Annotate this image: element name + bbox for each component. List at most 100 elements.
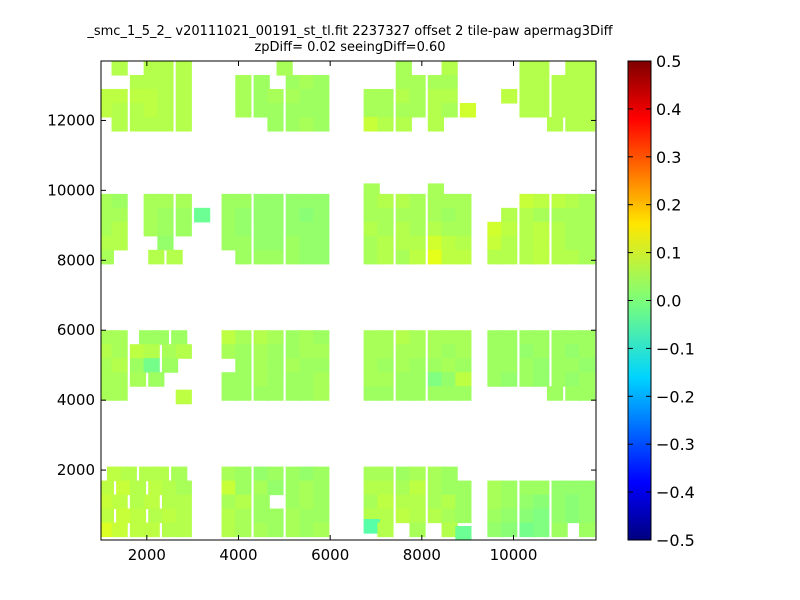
heatmap-cell bbox=[487, 372, 504, 387]
heatmap-cell bbox=[377, 522, 394, 538]
heatmap-cell bbox=[455, 221, 472, 237]
heatmap-cell bbox=[579, 494, 596, 510]
heatmap-cell bbox=[501, 221, 518, 237]
heatmap-cell bbox=[395, 221, 412, 237]
heatmap-cell bbox=[409, 102, 426, 118]
heatmap-cell bbox=[565, 235, 582, 251]
heatmap-cell bbox=[377, 207, 394, 223]
heatmap-cell bbox=[157, 116, 174, 132]
heatmap-cell bbox=[519, 207, 536, 223]
heatmap-cell bbox=[501, 494, 518, 510]
heatmap-cell bbox=[285, 522, 302, 538]
heatmap-cell bbox=[235, 386, 252, 401]
heatmap-cell bbox=[235, 221, 252, 237]
heatmap-cell bbox=[565, 61, 582, 76]
heatmap-cell bbox=[427, 207, 444, 223]
heatmap-cell bbox=[519, 74, 536, 90]
heatmap-cell bbox=[221, 207, 238, 223]
heatmap-cell bbox=[579, 372, 596, 387]
heatmap-cell bbox=[487, 480, 504, 496]
heatmap-cell bbox=[299, 249, 316, 265]
heatmap-cell bbox=[161, 494, 179, 510]
heatmap-cell bbox=[533, 61, 550, 76]
plot-frame bbox=[100, 60, 597, 541]
heatmap-cell bbox=[157, 88, 174, 104]
heatmap-cell bbox=[565, 207, 582, 223]
heatmap-cell bbox=[409, 372, 426, 387]
heatmap-cell bbox=[299, 330, 316, 345]
heatmap-cell bbox=[377, 221, 394, 237]
heatmap-cell bbox=[129, 358, 147, 373]
y-axis: 2000 4000 6000 8000 10000 12000 bbox=[47, 111, 596, 479]
heatmap-cell bbox=[299, 344, 316, 359]
heatmap-cell bbox=[455, 249, 472, 265]
heatmap-cell bbox=[235, 74, 252, 90]
heatmap-cell bbox=[267, 102, 284, 118]
heatmap-cell bbox=[441, 386, 458, 401]
heatmap-cell bbox=[276, 61, 293, 76]
heatmap-cell bbox=[143, 193, 160, 209]
heatmap-cell bbox=[267, 207, 284, 223]
heatmap-cell bbox=[377, 116, 394, 132]
heatmap-cell bbox=[253, 88, 270, 104]
heatmap-cell bbox=[267, 330, 284, 345]
heatmap-cell bbox=[533, 358, 550, 373]
heatmap-cell bbox=[409, 522, 426, 538]
heatmap-cell bbox=[427, 386, 444, 401]
heatmap-cell bbox=[395, 102, 412, 118]
heatmap-cell bbox=[235, 480, 252, 496]
heatmap-cell bbox=[427, 494, 444, 510]
heatmap-cell bbox=[235, 372, 252, 387]
heatmap-cell bbox=[143, 522, 160, 538]
heatmap-cell bbox=[175, 88, 192, 104]
heatmap-cell bbox=[175, 389, 192, 405]
heatmap-cell bbox=[395, 358, 412, 373]
heatmap-cell bbox=[377, 494, 394, 510]
heatmap-cell bbox=[441, 207, 458, 223]
heatmap-cell bbox=[194, 207, 211, 223]
colorbar-tick-label: 0.5 bbox=[656, 52, 681, 71]
heatmap-cell bbox=[363, 372, 380, 387]
heatmap-cell bbox=[519, 372, 536, 387]
heatmap-cell bbox=[253, 480, 270, 496]
heatmap-cell bbox=[253, 193, 270, 209]
heatmap-cell bbox=[487, 344, 504, 359]
heatmap-cell bbox=[221, 221, 238, 237]
heatmap-cell bbox=[363, 344, 380, 359]
heatmap-cell bbox=[175, 61, 192, 76]
heatmap-cell bbox=[455, 494, 472, 510]
heatmap-cell bbox=[551, 207, 568, 223]
heatmap-cell bbox=[111, 522, 128, 538]
heatmap-cell bbox=[267, 344, 284, 359]
heatmap-cell bbox=[157, 221, 174, 237]
heatmap-cell bbox=[139, 330, 156, 345]
heatmap-cell bbox=[409, 386, 426, 401]
heatmap-cell bbox=[129, 102, 147, 118]
heatmap-cell bbox=[129, 522, 147, 538]
heatmap-cell bbox=[363, 193, 380, 209]
heatmap-cell bbox=[116, 480, 133, 496]
heatmap-cell bbox=[175, 344, 192, 359]
heatmap-cell bbox=[157, 207, 174, 223]
heatmap-cell bbox=[116, 508, 133, 524]
heatmap-cells bbox=[101, 61, 596, 540]
heatmap-cell bbox=[409, 330, 426, 345]
heatmap-cell bbox=[267, 116, 284, 132]
chart-title-line-2: zpDiff= 0.02 seeingDiff=0.60 bbox=[254, 40, 446, 55]
heatmap-cell bbox=[579, 386, 596, 401]
heatmap-cell bbox=[579, 235, 596, 251]
heatmap-cell bbox=[579, 344, 596, 359]
heatmap-cell bbox=[299, 88, 316, 104]
heatmap-cell bbox=[285, 207, 302, 223]
heatmap-cell bbox=[111, 88, 128, 104]
heatmap-cell bbox=[253, 358, 270, 373]
heatmap-cell bbox=[285, 249, 302, 265]
y-tick-label: 8000 bbox=[57, 251, 95, 269]
heatmap-cell bbox=[533, 88, 550, 104]
colorbar-tick-label: −0.1 bbox=[656, 339, 695, 358]
colorbar-tick-label: −0.3 bbox=[656, 435, 695, 454]
heatmap-cell bbox=[579, 221, 596, 237]
heatmap-cell bbox=[546, 386, 564, 401]
heatmap-cell bbox=[120, 466, 137, 482]
heatmap-cell bbox=[129, 88, 147, 104]
